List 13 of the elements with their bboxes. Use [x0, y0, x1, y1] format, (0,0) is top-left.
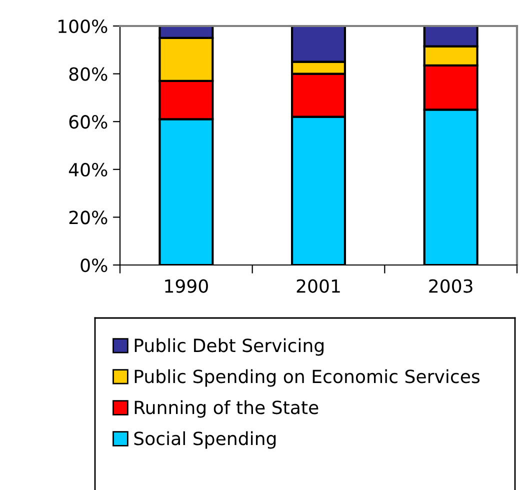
y-tick-label: 20% [69, 210, 108, 224]
y-tick-label: 80% [69, 67, 108, 81]
legend-label: Social Spending [134, 431, 276, 449]
x-tick-label: 1990 [165, 279, 208, 293]
y-tick-label: 100% [58, 19, 108, 34]
legend-label: Public Debt Servicing [134, 338, 324, 356]
y-tick-label: 40% [68, 162, 108, 177]
y-tick-label: 60% [69, 115, 108, 129]
x-tick-label: 2003 [429, 279, 472, 293]
legend-label: Public Spending on Economic Services [134, 369, 480, 387]
legend-label: Running of the State [134, 400, 318, 418]
x-tick-label: 2001 [296, 279, 340, 293]
y-tick-label: 0% [80, 258, 108, 272]
